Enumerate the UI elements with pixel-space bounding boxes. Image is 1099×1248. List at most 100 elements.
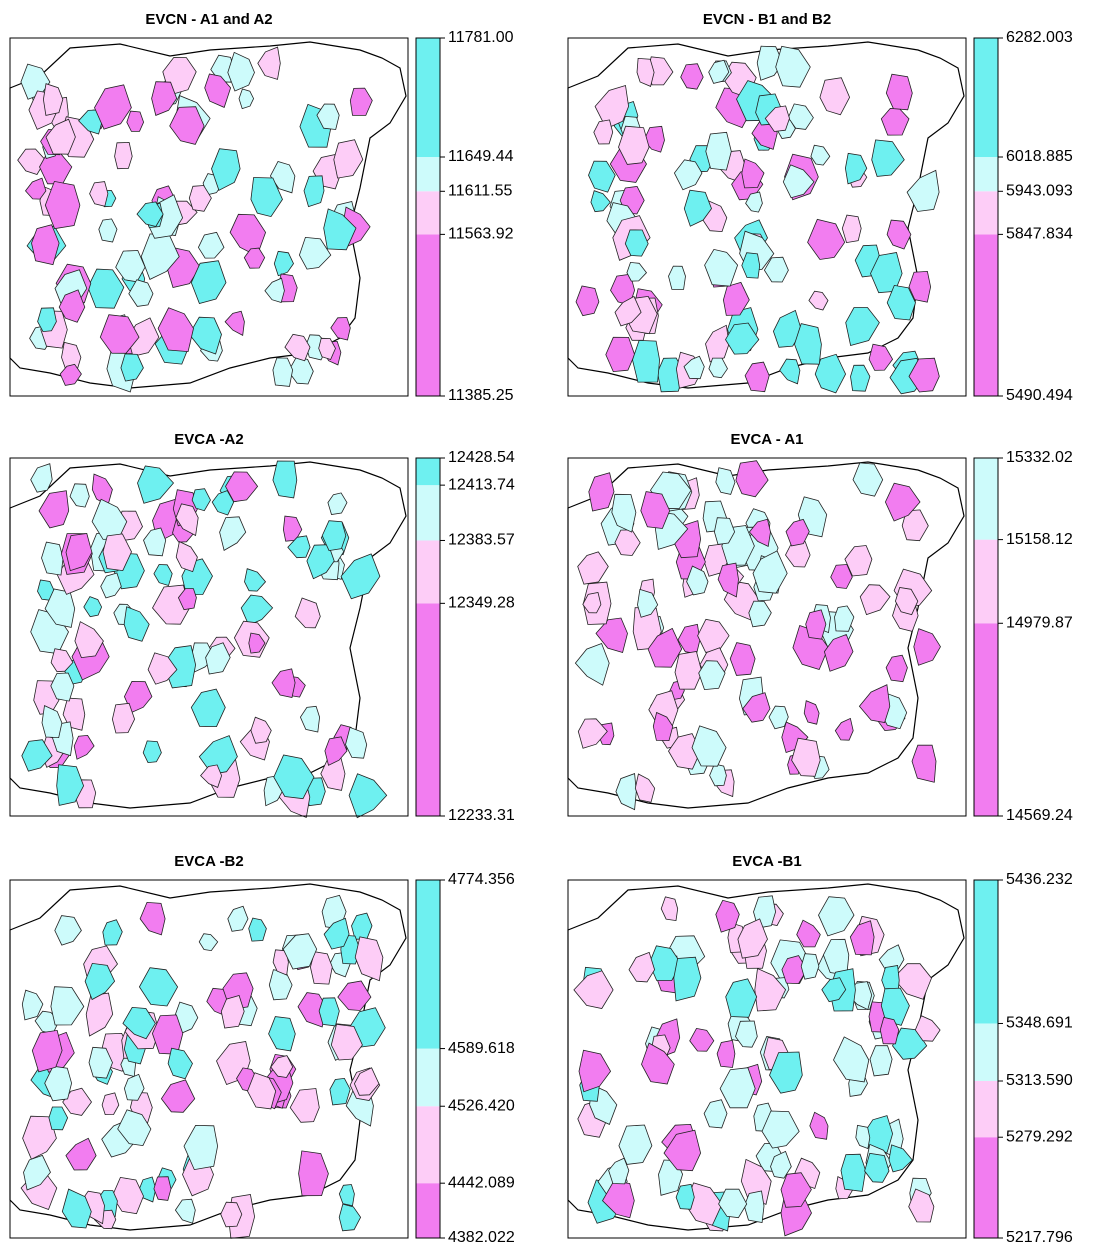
district xyxy=(697,618,730,653)
district xyxy=(31,224,60,266)
legend-tick-label: 14979.87 xyxy=(1006,614,1073,631)
district xyxy=(65,533,93,572)
district xyxy=(42,83,64,116)
district xyxy=(833,1036,870,1083)
district xyxy=(608,1157,630,1185)
district xyxy=(50,986,85,1026)
district xyxy=(220,1201,243,1228)
legend-tick-label: 6282.003 xyxy=(1006,29,1073,46)
district xyxy=(269,161,296,194)
district xyxy=(354,936,384,982)
district xyxy=(906,169,940,212)
map-frame xyxy=(9,457,409,817)
district xyxy=(273,754,315,800)
district xyxy=(120,353,144,382)
legend-segment xyxy=(416,234,440,396)
district xyxy=(37,307,57,333)
map-frame xyxy=(567,37,967,397)
district xyxy=(641,1042,675,1085)
district xyxy=(908,1188,935,1223)
legend-tick-label: 5943.093 xyxy=(1006,183,1073,200)
district xyxy=(153,1176,172,1201)
legend-segment xyxy=(416,191,440,235)
district xyxy=(634,773,656,803)
district xyxy=(722,281,750,316)
legend-segment xyxy=(416,458,440,486)
map-panel: EVCA -B1 5217.796 5279.292 5313.590 5348.691… xyxy=(567,853,1073,1246)
district xyxy=(764,105,790,132)
district xyxy=(752,550,788,594)
district xyxy=(85,992,114,1037)
district xyxy=(101,1092,120,1116)
district xyxy=(626,261,648,282)
district xyxy=(225,471,259,503)
legend-frame xyxy=(973,457,999,817)
district xyxy=(582,592,602,614)
district xyxy=(61,1188,92,1229)
district xyxy=(111,702,136,734)
district xyxy=(632,339,661,383)
district xyxy=(117,1109,152,1147)
district xyxy=(50,648,74,673)
district xyxy=(628,951,656,983)
district xyxy=(298,1150,329,1197)
district xyxy=(885,654,908,683)
legend-segment xyxy=(974,1137,998,1238)
district xyxy=(250,177,283,218)
district xyxy=(756,45,784,81)
map-panel: EVCA -B2 4382.022 4442.089 4526.420 4589.618… xyxy=(9,853,515,1246)
district xyxy=(674,651,703,690)
district xyxy=(147,652,178,685)
legend-segment xyxy=(416,1048,440,1107)
district xyxy=(240,594,274,626)
district xyxy=(211,148,241,191)
district xyxy=(577,551,609,585)
district xyxy=(257,46,281,80)
district xyxy=(748,518,771,547)
panel-title: EVCA -A2 xyxy=(174,431,243,448)
panel-title: EVCN - B1 and B2 xyxy=(703,11,831,28)
district xyxy=(188,316,222,355)
district xyxy=(272,357,294,387)
district xyxy=(89,181,109,207)
district xyxy=(769,1051,803,1094)
district xyxy=(782,164,815,199)
legend-segment xyxy=(974,880,998,1024)
district xyxy=(169,106,205,145)
district xyxy=(191,488,211,512)
map-frame xyxy=(9,879,409,1239)
district xyxy=(329,1077,351,1106)
district xyxy=(796,919,821,948)
district xyxy=(780,1172,812,1208)
legend-frame xyxy=(415,37,441,397)
legend-segment xyxy=(974,234,998,396)
district xyxy=(287,535,311,559)
district xyxy=(705,131,732,171)
district xyxy=(855,1124,871,1150)
district xyxy=(349,87,373,116)
legend-tick-label: 12428.54 xyxy=(448,449,515,466)
district xyxy=(324,736,348,766)
legend-tick-label: 5313.590 xyxy=(1006,1072,1073,1089)
district xyxy=(338,1184,355,1207)
district xyxy=(588,472,615,512)
district xyxy=(849,920,875,956)
district xyxy=(167,1047,193,1080)
legend-tick-label: 12383.57 xyxy=(448,532,515,549)
district xyxy=(821,977,847,1003)
district xyxy=(871,139,905,177)
district xyxy=(709,763,727,787)
district xyxy=(737,918,768,959)
district xyxy=(880,987,910,1026)
legend-tick-label: 4526.420 xyxy=(448,1097,515,1114)
district xyxy=(31,1029,63,1073)
district xyxy=(87,268,125,309)
district xyxy=(713,517,736,545)
district xyxy=(647,627,683,668)
district xyxy=(123,680,153,714)
map-frame xyxy=(567,457,967,817)
district xyxy=(142,740,162,764)
district xyxy=(139,901,166,936)
map-frame xyxy=(9,37,409,397)
map-panel: EVCA -A2 12233.31 12349.28 12383.57 12413.74… xyxy=(9,431,515,824)
